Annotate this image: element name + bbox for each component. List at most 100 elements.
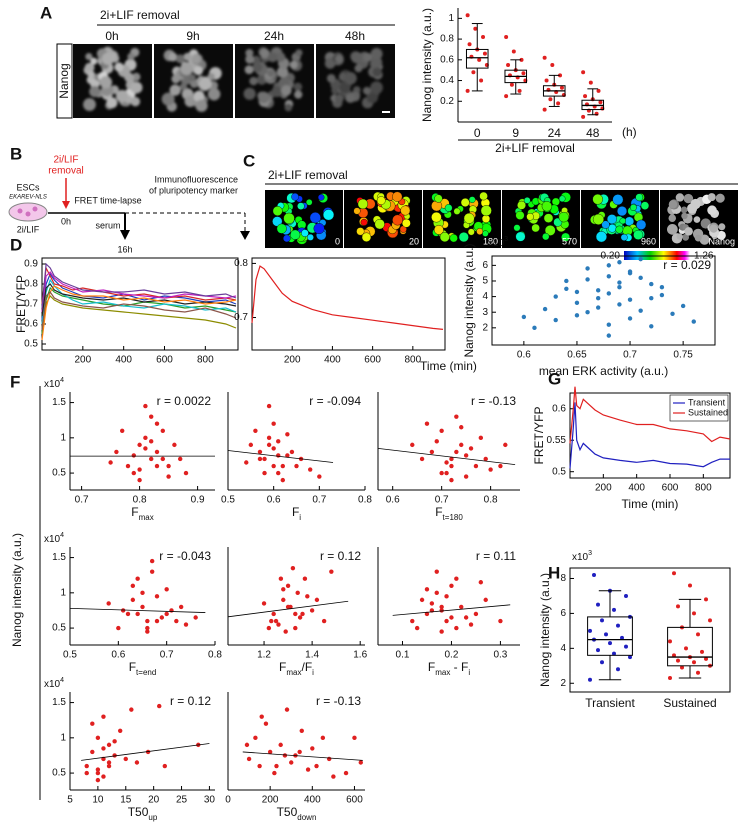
point xyxy=(300,611,305,617)
point xyxy=(343,770,349,776)
point xyxy=(467,42,472,47)
point xyxy=(419,456,425,462)
point xyxy=(439,428,444,433)
start-label: 0h xyxy=(61,216,71,226)
correlation: r = 0.12 xyxy=(170,694,211,708)
point xyxy=(696,670,700,675)
fit-line xyxy=(81,743,210,761)
y-multiplier-part: 4 xyxy=(60,377,64,384)
point xyxy=(511,49,516,54)
point xyxy=(585,310,590,315)
point xyxy=(459,442,464,448)
point xyxy=(135,576,140,581)
arrow-head xyxy=(62,201,70,209)
point xyxy=(358,760,363,765)
x-axis-label-part: i xyxy=(299,513,301,522)
panel-a-title: 2i+LIF removal xyxy=(100,8,180,22)
point xyxy=(305,594,310,599)
point xyxy=(266,625,272,631)
nucleus xyxy=(183,52,192,61)
point xyxy=(125,611,131,617)
point xyxy=(162,763,168,769)
point xyxy=(556,101,561,106)
point xyxy=(617,260,622,265)
x-tick-label: 0.6 xyxy=(267,495,281,506)
nucleus xyxy=(271,85,283,98)
point xyxy=(429,449,435,455)
point xyxy=(581,114,586,119)
point xyxy=(108,460,113,465)
cell xyxy=(715,193,725,203)
nucleus xyxy=(370,47,383,60)
x-axis-label: Fmax - Fi xyxy=(428,660,470,676)
point xyxy=(692,611,696,616)
point xyxy=(271,421,276,426)
cell-cluster xyxy=(243,47,303,112)
y-tick-label: 1.5 xyxy=(52,697,66,708)
point xyxy=(137,442,142,448)
cell xyxy=(684,227,693,236)
point xyxy=(157,703,162,709)
point xyxy=(624,593,628,598)
point xyxy=(429,601,435,606)
point xyxy=(274,763,279,769)
cell-cluster xyxy=(667,193,726,245)
point xyxy=(297,615,303,620)
point xyxy=(259,714,264,719)
cell xyxy=(460,198,470,207)
cell xyxy=(523,197,531,204)
cell xyxy=(526,213,534,221)
y-multiplier-part: 4 xyxy=(60,677,64,684)
point xyxy=(130,597,136,603)
point xyxy=(140,604,145,610)
point xyxy=(596,602,600,607)
nucleus xyxy=(252,62,263,73)
cell-cluster xyxy=(513,192,571,242)
cell xyxy=(558,211,570,223)
y-multiplier: x103 xyxy=(488,236,508,248)
cell xyxy=(301,229,309,237)
nucleus xyxy=(326,73,336,83)
x-axis-label-part: T50 xyxy=(277,805,298,819)
x-tick-label: 200 xyxy=(262,795,279,806)
point xyxy=(261,601,267,606)
point xyxy=(106,763,112,769)
y-multiplier: x104 xyxy=(44,532,64,544)
x-axis-label-part: t=end xyxy=(136,668,156,677)
point xyxy=(434,590,439,596)
point xyxy=(676,604,680,609)
x-axis-label-part: - F xyxy=(450,660,468,674)
point xyxy=(266,442,272,448)
frame-label: 960 xyxy=(641,236,656,246)
point xyxy=(130,583,136,588)
point xyxy=(558,73,563,78)
y-tick-label: 0.7 xyxy=(234,312,248,323)
y-tick-label: 0.2 xyxy=(440,96,454,107)
series-line xyxy=(41,295,237,329)
point xyxy=(278,742,283,748)
cell xyxy=(619,217,627,225)
point xyxy=(271,611,276,617)
cell xyxy=(392,191,403,202)
x-tick-label: 1.4 xyxy=(305,650,319,661)
arrow-head xyxy=(240,231,250,240)
y-multiplier-part: x10 xyxy=(44,534,61,545)
point xyxy=(253,428,258,433)
cell xyxy=(297,202,305,210)
point xyxy=(166,474,171,479)
time-label: 0h xyxy=(105,29,118,43)
category-label: 9 xyxy=(512,126,519,140)
x-tick-label: 400 xyxy=(324,355,341,366)
nucleus xyxy=(99,76,113,89)
point xyxy=(149,558,155,564)
x-tick-label: 0.8 xyxy=(358,495,372,506)
nucleus xyxy=(101,52,115,65)
cell xyxy=(558,195,566,203)
point xyxy=(604,632,608,637)
category-label: 0 xyxy=(474,126,481,140)
y-multiplier: x104 xyxy=(44,677,64,689)
point xyxy=(454,576,459,581)
point xyxy=(269,618,274,624)
y-multiplier: x103 xyxy=(572,550,592,562)
